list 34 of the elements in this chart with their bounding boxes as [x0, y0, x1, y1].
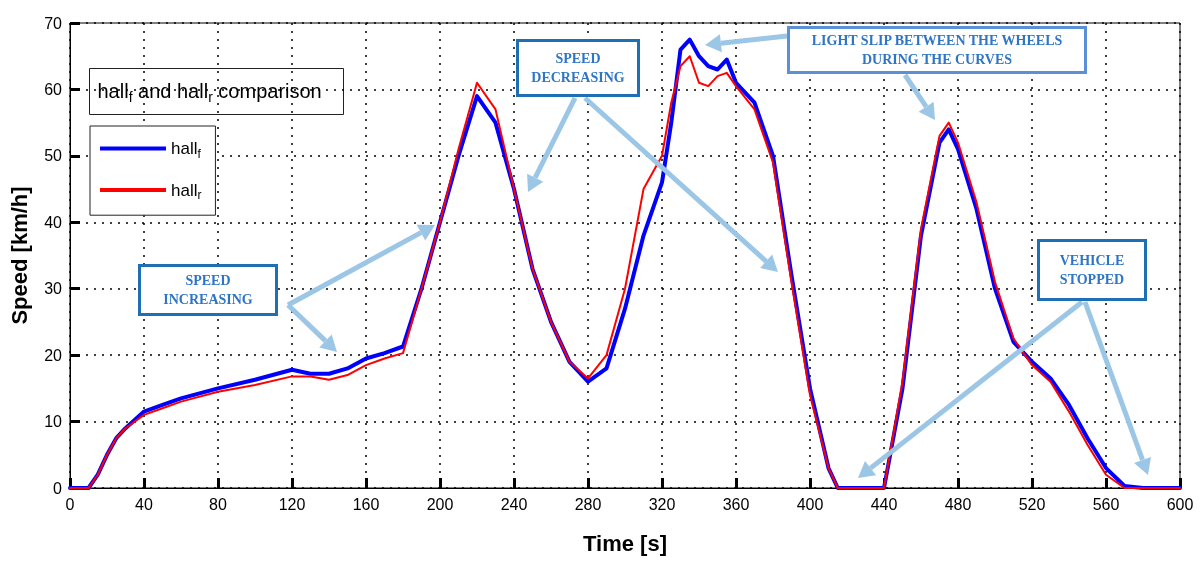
callout-box: LIGHT SLIP BETWEEN THE WHEELS DURING THE CURVES [787, 26, 1087, 74]
x-tick-label: 240 [500, 495, 528, 513]
x-tick-label: 480 [944, 495, 972, 513]
x-tick-label: 320 [648, 495, 676, 513]
x-axis-title: Time [s] [583, 530, 667, 556]
y-tick-label: 40 [44, 213, 63, 231]
y-tick-label: 50 [44, 147, 63, 165]
x-tick-label: 280 [574, 495, 602, 513]
y-tick-label: 20 [44, 346, 63, 364]
y-axis-title: Speed [km/h] [6, 186, 32, 325]
x-tick-label: 400 [796, 495, 824, 513]
x-tick-label: 120 [278, 495, 306, 513]
callout-box: VEHICLE STOPPED [1037, 239, 1147, 301]
x-tick-label: 520 [1018, 495, 1046, 513]
y-tick-label: 0 [53, 479, 63, 497]
x-tick-label: 200 [426, 495, 454, 513]
annotation: SPEED INCREASING [162, 272, 254, 309]
y-tick-label: 30 [44, 280, 63, 298]
callout-box: SPEED DECREASING [516, 39, 640, 97]
y-tick-label: 70 [44, 14, 63, 32]
x-tick-label: 560 [1092, 495, 1120, 513]
x-tick-label: 0 [65, 495, 75, 513]
x-tick-label: 40 [135, 495, 153, 513]
annotation: LIGHT SLIP BETWEEN THE WHEELS DURING THE CURVES [810, 32, 1064, 69]
y-tick-label: 60 [44, 80, 63, 98]
x-tick-label: 360 [722, 495, 750, 513]
y-tick-label: 10 [44, 413, 63, 431]
x-tick-label: 160 [352, 495, 380, 513]
annotation: SPEED DECREASING [530, 50, 626, 87]
callout-box: SPEED INCREASING [138, 264, 278, 316]
x-tick-label: 80 [209, 495, 227, 513]
x-tick-label: 440 [870, 495, 898, 513]
annotation: VEHICLE STOPPED [1058, 252, 1126, 289]
x-tick-label: 600 [1166, 495, 1194, 513]
